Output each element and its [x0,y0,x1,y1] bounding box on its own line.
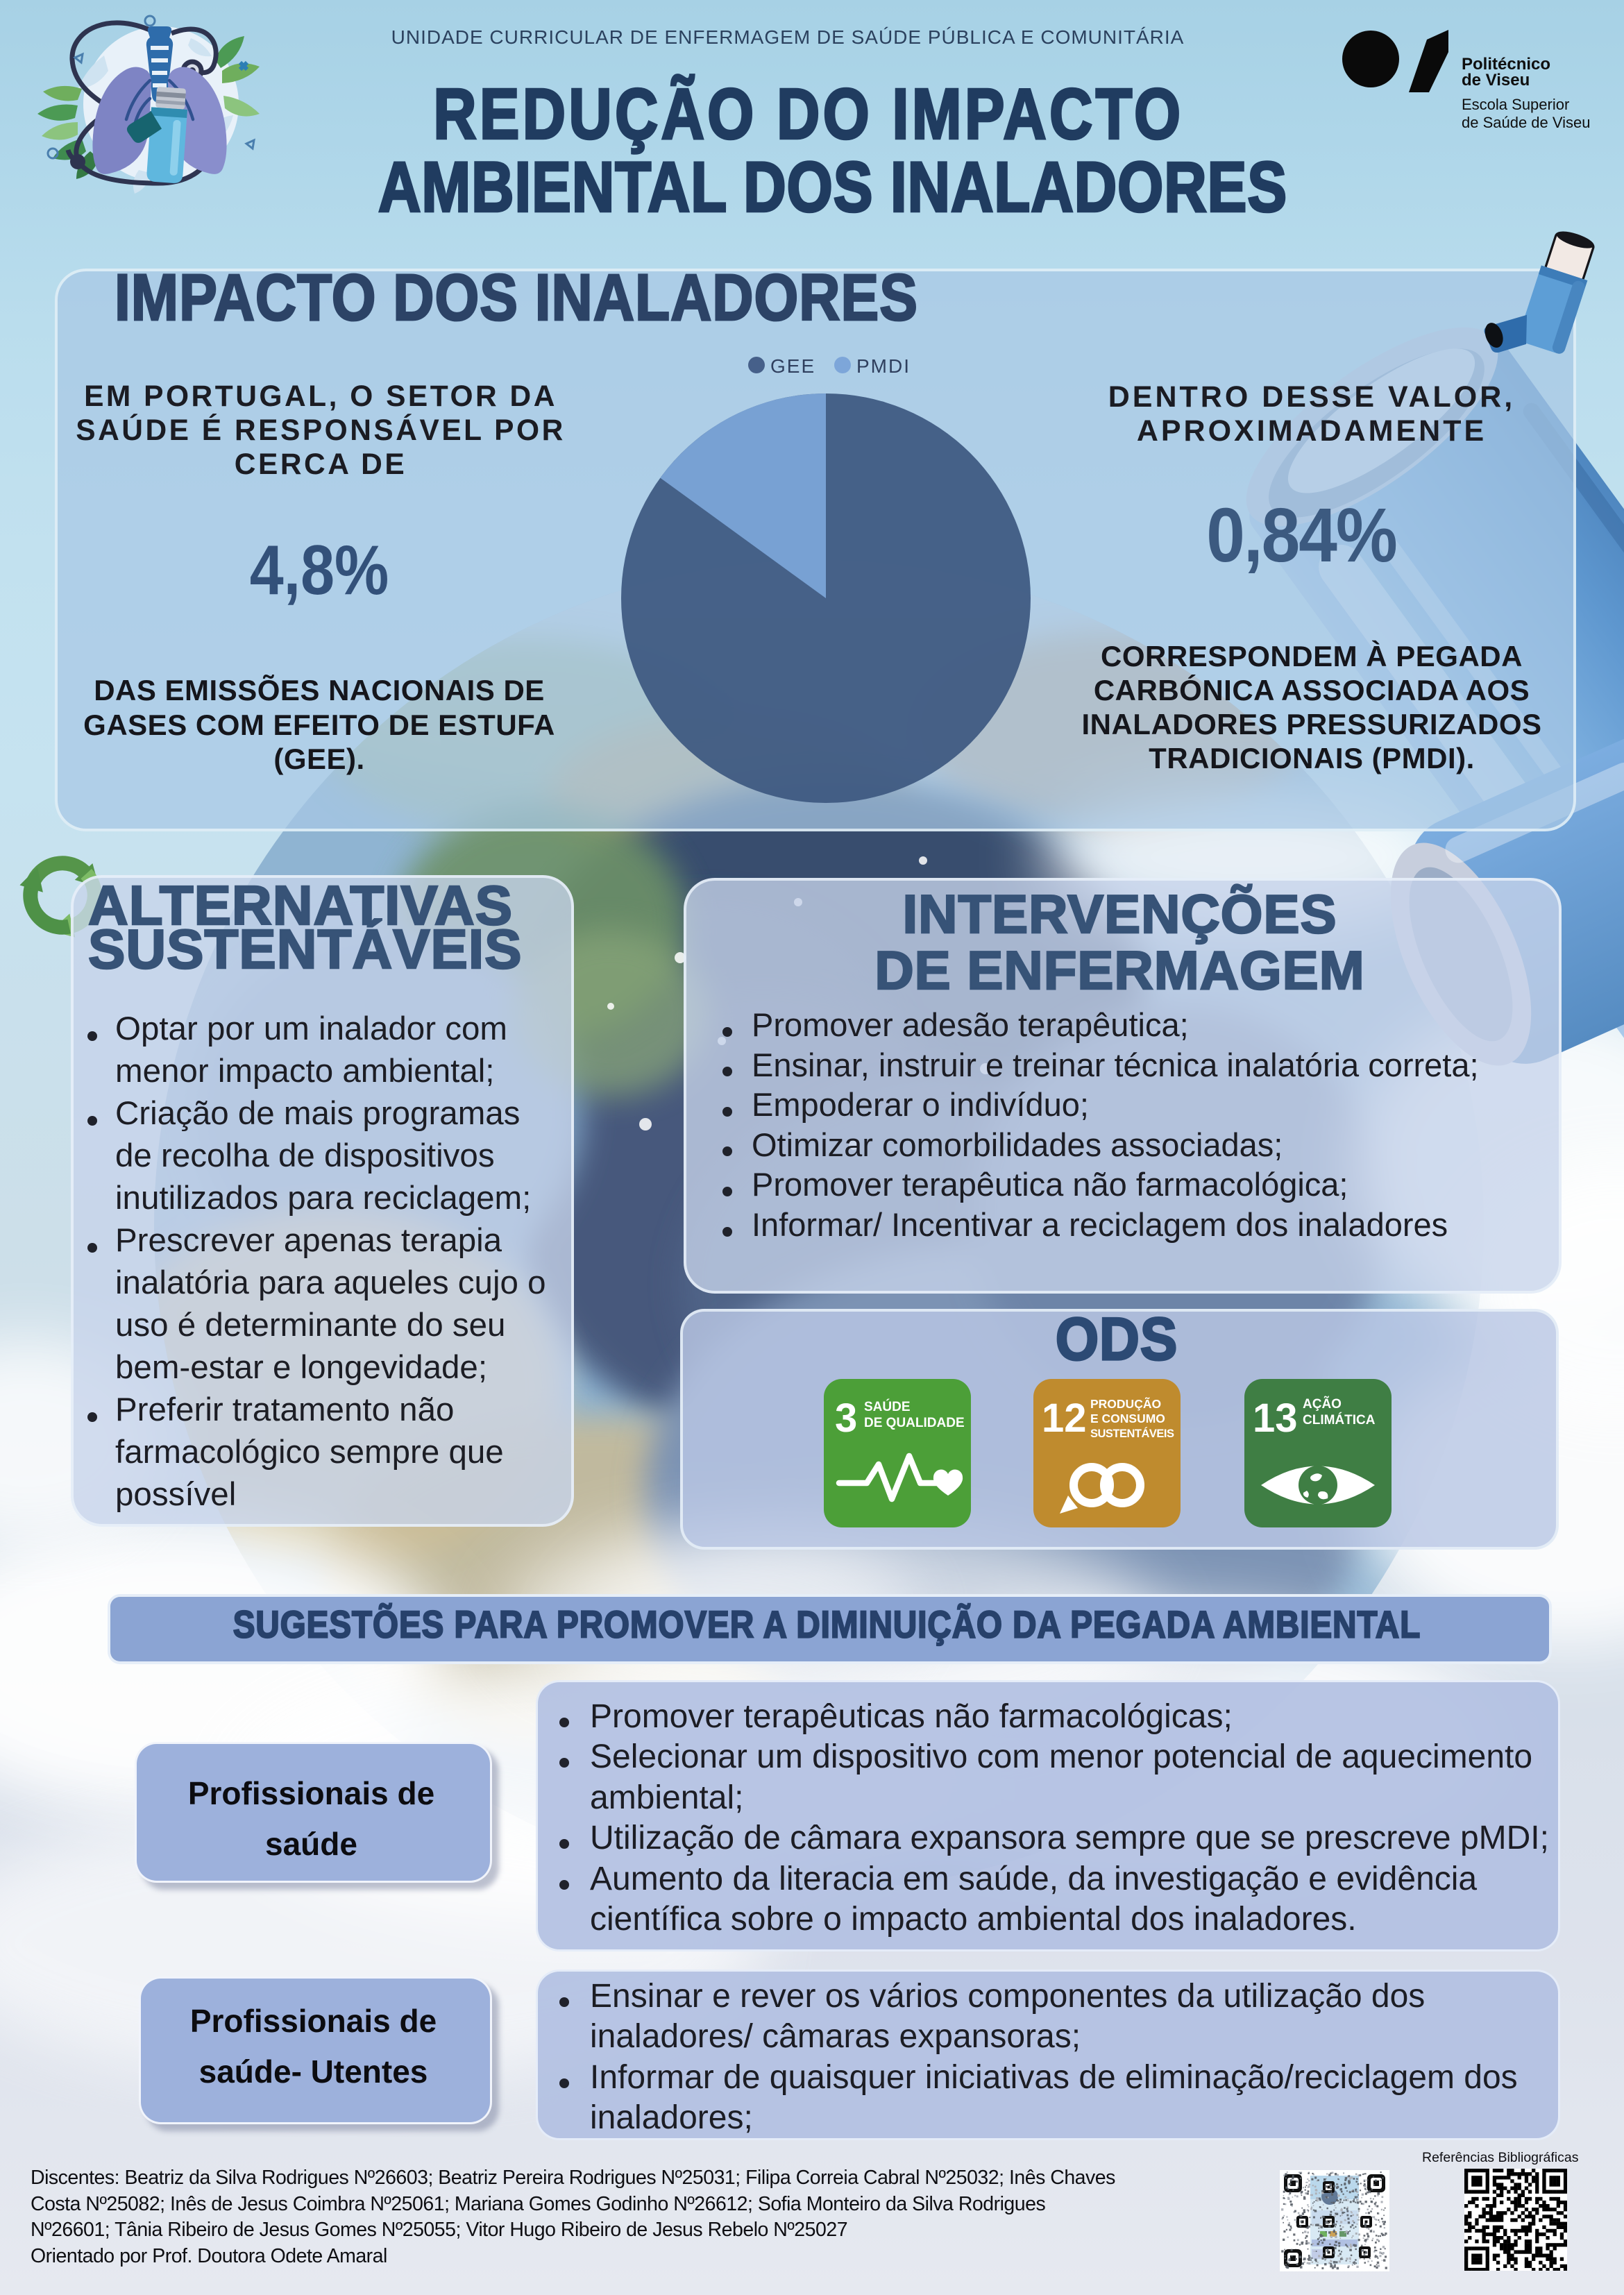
svg-text:E CONSUMO: E CONSUMO [1090,1412,1165,1425]
svg-text:de Viseu: de Viseu [1462,71,1530,90]
svg-text:DE QUALIDADE: DE QUALIDADE [864,1416,965,1430]
svg-text:CLIMÁTICA: CLIMÁTICA [1303,1412,1376,1428]
svg-text:PRODUÇÃO: PRODUÇÃO [1090,1396,1161,1411]
svg-text:AÇÃO: AÇÃO [1303,1396,1342,1412]
svg-text:3: 3 [835,1396,857,1441]
svg-text:13: 13 [1253,1396,1298,1441]
svg-text:de Saúde de Viseu: de Saúde de Viseu [1462,114,1591,131]
svg-text:Escola Superior: Escola Superior [1462,96,1569,113]
svg-text:12: 12 [1042,1396,1087,1441]
svg-text:Politécnico: Politécnico [1462,55,1550,74]
svg-text:SUSTENTÁVEIS: SUSTENTÁVEIS [1090,1427,1174,1440]
svg-text:SAÚDE: SAÚDE [864,1399,911,1414]
